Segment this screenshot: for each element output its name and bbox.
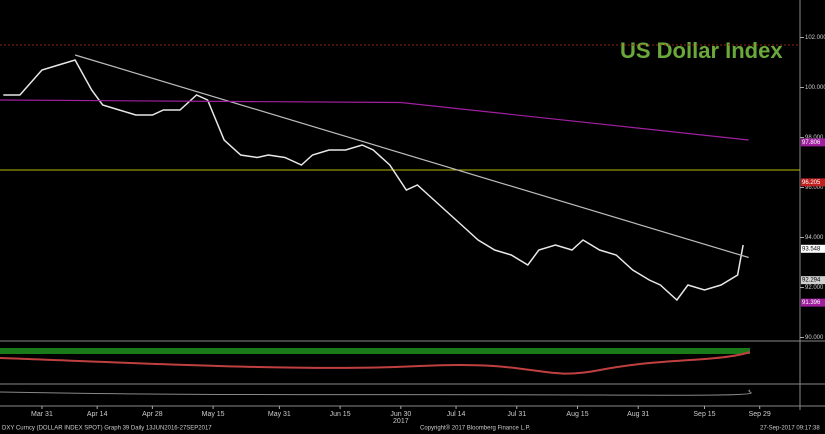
price-tag-label: 97.806 xyxy=(802,140,821,146)
footer: DXY Curncy (DOLLAR INDEX SPOT) Graph 39 … xyxy=(2,426,212,432)
y-tick-label: 102.000 xyxy=(805,35,825,41)
x-tick-label: Jul 14 xyxy=(447,411,466,418)
x-tick-label: Sep 15 xyxy=(693,411,715,418)
year-label: 2017 xyxy=(393,418,409,425)
x-tick-label: Jun 15 xyxy=(330,411,351,418)
y-tick-label: 98.000 xyxy=(805,135,824,141)
price-tag xyxy=(801,276,825,285)
y-tick-label: 90.000 xyxy=(805,335,824,341)
price-tag xyxy=(801,138,825,147)
indicator-line xyxy=(0,351,751,375)
series-line xyxy=(3,59,744,302)
y-tick-label: 92.000 xyxy=(805,285,824,291)
y-tick-label: 94.000 xyxy=(805,235,824,241)
indicator-line xyxy=(0,389,752,396)
x-tick-label: May 31 xyxy=(268,411,291,418)
price-tag-label: 93.548 xyxy=(802,246,821,252)
x-tick-label: Apr 28 xyxy=(142,411,163,418)
x-tick-label: Apr 14 xyxy=(87,411,108,418)
footer: Copyright® 2017 Bloomberg Finance L.P. xyxy=(420,425,531,432)
x-tick-label: Jul 31 xyxy=(507,411,526,418)
x-tick-label: Mar 31 xyxy=(31,411,53,418)
indicator-band xyxy=(0,348,750,354)
x-tick-label: May 15 xyxy=(202,411,225,418)
x-tick-label: Aug 31 xyxy=(627,411,649,418)
chart-title: US Dollar Index xyxy=(620,38,783,63)
price-tag-label: 92.294 xyxy=(802,278,821,284)
price-tag-label: 91.396 xyxy=(802,300,821,306)
y-tick-label: 96.000 xyxy=(805,185,824,191)
price-tag xyxy=(801,298,825,307)
footer: 27-Sep-2017 09:17:38 xyxy=(760,426,820,432)
x-tick-label: Jun 30 xyxy=(390,411,411,418)
x-tick-label: Aug 15 xyxy=(566,411,588,418)
x-tick-label: Sep 29 xyxy=(749,411,771,418)
price-tag xyxy=(801,244,825,253)
price-tag xyxy=(801,178,825,187)
y-tick-label: 100.000 xyxy=(805,85,825,91)
series-line xyxy=(0,99,749,141)
price-tag-label: 96.205 xyxy=(802,180,821,186)
series-line xyxy=(74,54,749,259)
